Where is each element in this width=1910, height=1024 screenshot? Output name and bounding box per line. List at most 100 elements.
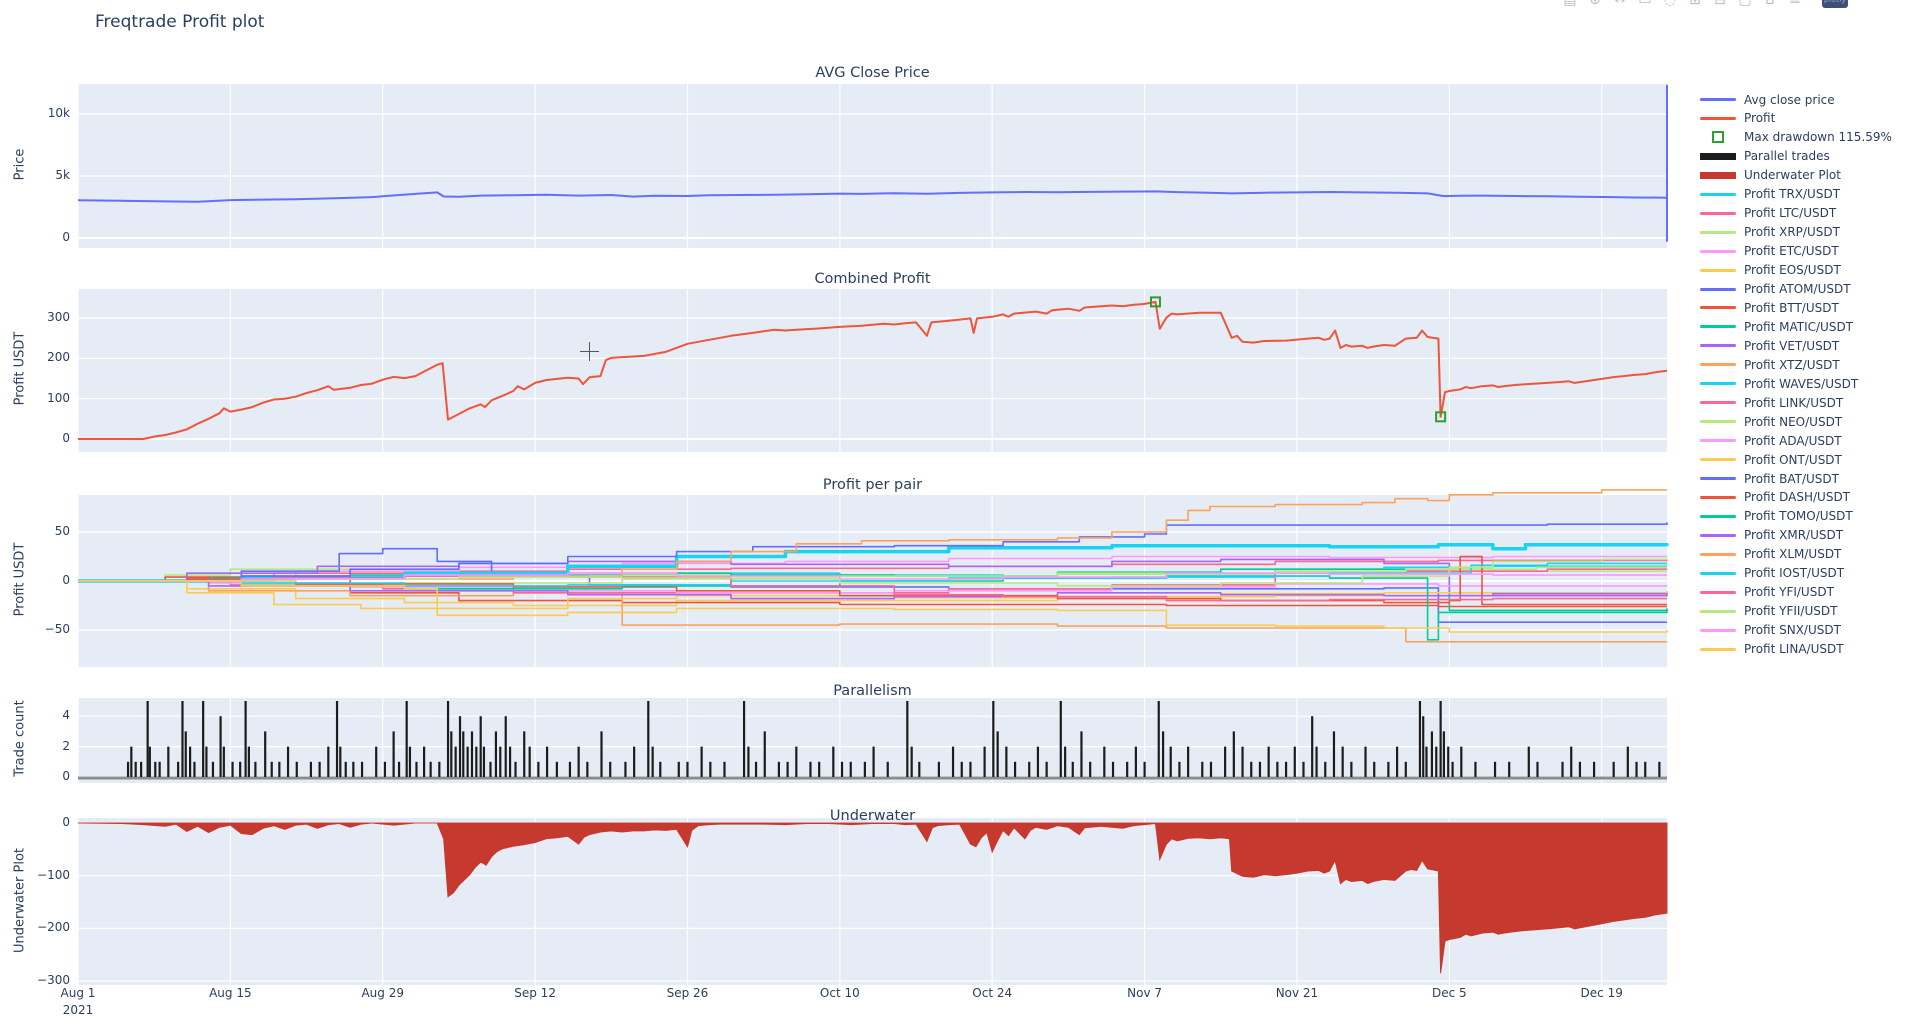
parallelism-bar	[494, 731, 498, 777]
zoom-out-icon[interactable]: ⊟	[1712, 0, 1728, 8]
legend-item-profit-vet-usdt[interactable]: Profit VET/USDT	[1700, 336, 1839, 355]
parallelism-bar	[126, 761, 130, 777]
legend-item-label: Profit ETC/USDT	[1744, 244, 1839, 259]
parallelism-bar	[278, 761, 281, 777]
legend-item-profit-etc-usdt[interactable]: Profit ETC/USDT	[1700, 242, 1839, 261]
parallelism-bar	[1187, 746, 1190, 777]
parallelism-bar	[1422, 716, 1425, 777]
combined_profit-plot-area[interactable]	[78, 289, 1667, 452]
series-profit-btt-usdt	[78, 575, 1667, 608]
y-tick-label: 4	[62, 708, 70, 723]
parallelism-bar	[508, 746, 512, 777]
parallelism-bar	[1536, 761, 1539, 777]
parallelism-bar	[523, 731, 526, 777]
legend-item-profit-dash-usdt[interactable]: Profit DASH/USDT	[1700, 488, 1850, 507]
parallelism-bar	[1302, 761, 1305, 777]
parallelism-bar	[1250, 761, 1253, 777]
legend-item-profit-iost-usdt[interactable]: Profit IOST/USDT	[1700, 564, 1844, 583]
legend-item-profit-yfi-usdt[interactable]: Profit YFI/USDT	[1700, 583, 1834, 602]
legend-item-profit-matic-usdt[interactable]: Profit MATIC/USDT	[1700, 317, 1853, 336]
pan-icon[interactable]: ↔	[1612, 0, 1628, 8]
parallelism-bar	[189, 746, 192, 777]
parallelism-bar	[1157, 701, 1160, 777]
legend-item-label: Profit YFI/USDT	[1744, 585, 1834, 600]
hover-menu-icon[interactable]: ≡	[1787, 0, 1803, 8]
legend-item-profit-tomo-usdt[interactable]: Profit TOMO/USDT	[1700, 507, 1853, 526]
y-tick-label: 50	[54, 524, 70, 538]
legend-item-profit-trx-usdt[interactable]: Profit TRX/USDT	[1700, 185, 1840, 204]
legend-item-profit-waves-usdt[interactable]: Profit WAVES/USDT	[1700, 374, 1858, 393]
legend-item-label: Profit	[1744, 111, 1776, 126]
legend-item-profit-xtz-usdt[interactable]: Profit XTZ/USDT	[1700, 355, 1840, 374]
parallelism-bar	[1324, 761, 1327, 777]
legend-item-underwater-plot[interactable]: Underwater Plot	[1700, 166, 1841, 185]
legend-item-profit-atom-usdt[interactable]: Profit ATOM/USDT	[1700, 280, 1851, 299]
parallelism-bar	[1143, 761, 1146, 777]
parallelism-bar	[686, 761, 689, 777]
y-tick-label: 0	[62, 815, 70, 829]
legend-item-label: Profit XLM/USDT	[1744, 547, 1842, 562]
legend-item-profit-ltc-usdt[interactable]: Profit LTC/USDT	[1700, 204, 1836, 223]
avg_close_price-plot-area[interactable]	[78, 84, 1667, 248]
y-tick-label: 0	[62, 230, 70, 244]
zoom-icon[interactable]: ⊕	[1587, 0, 1603, 8]
parallelism-bar	[222, 746, 225, 777]
parallelism-bar	[422, 746, 426, 777]
legend-item-profit-ada-usdt[interactable]: Profit ADA/USDT	[1700, 431, 1842, 450]
parallelism-bar	[1635, 761, 1638, 777]
legend-item-parallel-trades[interactable]: Parallel trades	[1700, 147, 1830, 166]
x-tick-label: Sep 12	[514, 986, 556, 1000]
series-profit-snx-usdt	[78, 572, 1667, 582]
legend-item-profit-neo-usdt[interactable]: Profit NEO/USDT	[1700, 412, 1842, 431]
parallelism-bar	[254, 761, 257, 777]
legend-item-profit-link-usdt[interactable]: Profit LINK/USDT	[1700, 393, 1843, 412]
legend-item-avg-close-price[interactable]: Avg close price	[1700, 90, 1835, 109]
legend-line-swatch-icon	[1700, 98, 1736, 101]
parallelism-bar	[528, 746, 531, 777]
legend-item-profit-xrp-usdt[interactable]: Profit XRP/USDT	[1700, 223, 1840, 242]
lasso-select-icon[interactable]: ◌	[1662, 0, 1678, 8]
parallelism-bar	[1439, 701, 1442, 777]
x-tick-label: Sep 26	[666, 986, 709, 1000]
legend-item-profit-snx-usdt[interactable]: Profit SNX/USDT	[1700, 621, 1841, 640]
legend-item-label: Profit LINA/USDT	[1744, 642, 1844, 657]
parallelism-bar	[795, 746, 798, 777]
zoom-in-icon[interactable]: ⊞	[1687, 0, 1703, 8]
parallelism-bar	[148, 746, 151, 777]
reset-axes-icon[interactable]: ⌂	[1762, 0, 1778, 8]
parallelism-bar	[1005, 746, 1008, 777]
max-drawdown-marker	[1149, 296, 1161, 308]
autoscale-icon[interactable]: ▢	[1737, 0, 1753, 8]
legend-item-profit-xmr-usdt[interactable]: Profit XMR/USDT	[1700, 526, 1843, 545]
legend-item-profit-yfii-usdt[interactable]: Profit YFII/USDT	[1700, 602, 1837, 621]
legend-item-label: Profit WAVES/USDT	[1744, 376, 1859, 391]
legend-line-swatch-icon	[1700, 211, 1736, 215]
parallelism-bar	[1224, 746, 1227, 777]
legend-item-label: Profit LTC/USDT	[1744, 206, 1837, 221]
legend-item-max-drawdown-115-59[interactable]: Max drawdown 115.59%	[1700, 128, 1892, 147]
parallelism-bar	[146, 701, 149, 777]
x-tick-label: Dec 5	[1431, 986, 1467, 1000]
parallelism-bar	[969, 761, 972, 777]
max-drawdown-swatch-icon	[1700, 131, 1736, 144]
legend-item-profit-eos-usdt[interactable]: Profit EOS/USDT	[1700, 261, 1841, 280]
plotly-logo[interactable]: plotly	[1822, 0, 1848, 8]
legend-item-profit-btt-usdt[interactable]: Profit BTT/USDT	[1700, 298, 1839, 317]
legend-item-label: Profit XRP/USDT	[1744, 225, 1840, 240]
legend-item-profit-xlm-usdt[interactable]: Profit XLM/USDT	[1700, 545, 1841, 564]
parallelism-bar	[454, 746, 457, 777]
legend-item-profit[interactable]: Profit	[1700, 109, 1775, 128]
subplot-title-underwater: Underwater	[829, 808, 916, 824]
camera-icon[interactable]: ▤	[1562, 0, 1578, 8]
box-select-icon[interactable]: ▭	[1637, 0, 1653, 8]
legend-item-profit-bat-usdt[interactable]: Profit BAT/USDT	[1700, 469, 1839, 488]
legend-item-label: Profit ONT/USDT	[1744, 452, 1842, 467]
legend-item-profit-ont-usdt[interactable]: Profit ONT/USDT	[1700, 450, 1842, 469]
series-profit-xmr-usdt	[78, 580, 1667, 600]
legend-item-profit-lina-usdt[interactable]: Profit LINA/USDT	[1700, 640, 1844, 659]
series-profit-yfii-usdt	[78, 558, 1667, 587]
parallelism-bar	[1350, 761, 1353, 777]
parallelism-bar	[429, 761, 432, 777]
parallelism-bar	[1036, 746, 1040, 777]
